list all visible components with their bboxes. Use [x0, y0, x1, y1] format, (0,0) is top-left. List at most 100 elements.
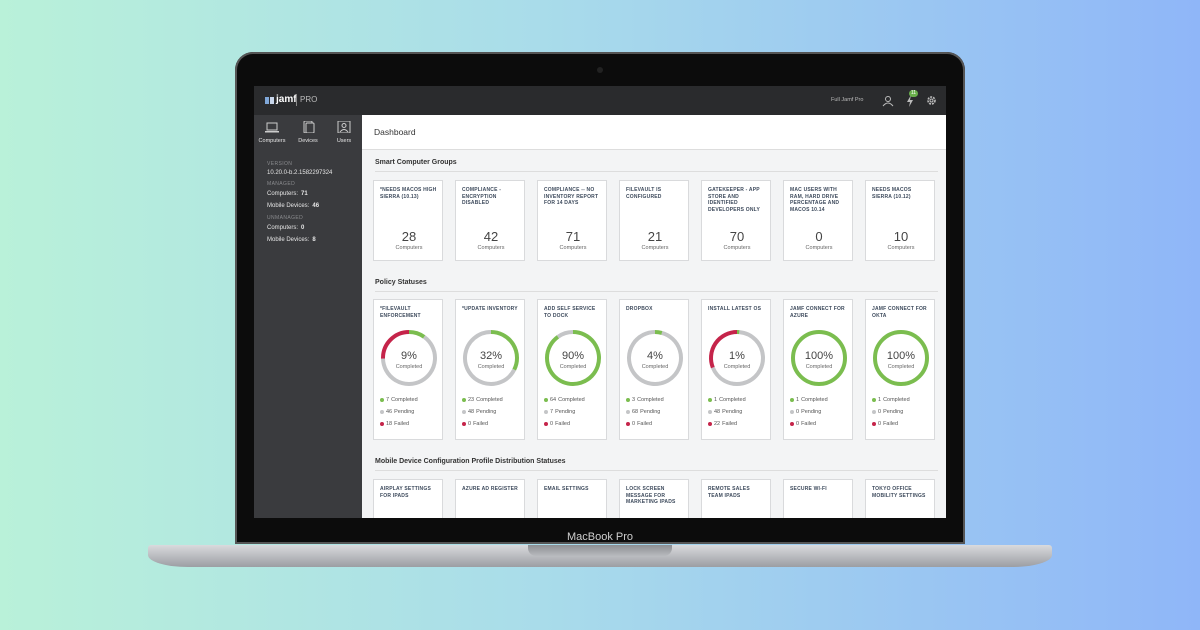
status-count: 1	[796, 397, 800, 403]
nav-item[interactable]: Computers	[258, 138, 286, 144]
card-unit: Computers	[395, 245, 423, 251]
stat-value: 0	[301, 225, 305, 231]
section-divider	[375, 291, 938, 292]
card-title: FILEVAULT IS CONFIGURED	[626, 187, 662, 200]
notifications-icon[interactable]	[905, 95, 915, 107]
account-menu[interactable]: Full Jamf Pro	[831, 97, 864, 103]
group-card[interactable]: COMPLIANCE - ENCRYPTION DISABLED 42 Comput…	[455, 180, 525, 261]
camera	[597, 67, 603, 73]
group-card[interactable]: MAC USERS WITH RAM, HARD DRIVE PERCENTAG…	[783, 180, 853, 261]
status-dot	[708, 409, 712, 414]
sidebar: Computers Devices Users VERSION 10.20.0-b.2.…	[254, 115, 362, 518]
status-row: 64 Completed	[544, 397, 585, 403]
status-count: 22	[714, 421, 721, 427]
card-title: SECURE WI-FI	[790, 486, 827, 492]
status-row: 68 Pending	[626, 409, 660, 415]
status-row: 23 Completed	[462, 397, 503, 403]
status-count: 0	[878, 409, 882, 415]
status-dot	[462, 409, 466, 414]
card-title: REMOTE SALES TEAM IPADS	[708, 486, 750, 499]
top-bar: jamf PRO Full Jamf Pro 11	[254, 86, 946, 115]
profile-card[interactable]: EMAIL SETTINGS	[537, 479, 607, 518]
nav-icon[interactable]	[301, 121, 315, 133]
status-count: 0	[550, 421, 554, 427]
status-dot	[380, 421, 384, 426]
donut	[545, 330, 601, 386]
profile-card[interactable]: LOCK SCREEN MESSAGE FOR MARKETING IPADS	[619, 479, 689, 518]
policy-card[interactable]: INSTALL LATEST OS 1% Completed 1 Completed 48…	[701, 299, 771, 440]
donut-caption: Completed	[477, 364, 505, 370]
status-count: 7	[386, 397, 390, 403]
laptop-notch	[528, 545, 672, 556]
status-row: 7 Completed	[380, 397, 418, 403]
card-count: 42	[483, 229, 499, 244]
donut-caption: Completed	[887, 364, 915, 370]
card-title: AZURE AD REGISTER	[462, 486, 518, 492]
status-dot	[626, 409, 630, 414]
title-bar: Dashboard	[362, 115, 946, 150]
profile-card[interactable]: SECURE WI-FI	[783, 479, 853, 518]
status-count: 48	[468, 409, 475, 415]
status-count: 1	[714, 397, 718, 403]
policy-card[interactable]: *FILEVAULT ENFORCEMENT 9% Completed 7 Comple…	[373, 299, 443, 440]
stat-label: Computers:	[267, 191, 299, 197]
group-card[interactable]: COMPLIANCE -- NO INVENTORY REPORT FOR 14…	[537, 180, 607, 261]
section-divider	[375, 470, 938, 471]
section-heading: Mobile Device Configuration Profile Dist…	[375, 458, 566, 465]
status-row: 0 Failed	[872, 421, 898, 427]
status-row: 48 Pending	[708, 409, 742, 415]
nav-item[interactable]: Devices	[298, 138, 318, 144]
profile-card[interactable]: AZURE AD REGISTER	[455, 479, 525, 518]
status-dot	[708, 397, 712, 402]
profile-card[interactable]: REMOTE SALES TEAM IPADS	[701, 479, 771, 518]
page-title: Dashboard	[374, 127, 416, 137]
status-row: 0 Failed	[626, 421, 652, 427]
main-content: Dashboard Smart Computer Groups *NEEDS MA…	[362, 115, 946, 518]
policy-card[interactable]: *UPDATE INVENTORY 32% Completed 23 Completed…	[455, 299, 525, 440]
card-title: EMAIL SETTINGS	[544, 486, 589, 492]
policy-card[interactable]: JAMF CONNECT FOR AZURE 100% Completed 1 Comp…	[783, 299, 853, 440]
status-label: Completed	[883, 397, 910, 403]
group-card[interactable]: FILEVAULT IS CONFIGURED 21 Computers	[619, 180, 689, 261]
status-dot	[708, 421, 712, 426]
policy-card[interactable]: JAMF CONNECT FOR OKTA 100% Completed 1 Compl…	[865, 299, 935, 440]
profile-card[interactable]: AIRPLAY SETTINGS FOR IPADS	[373, 479, 443, 518]
group-card[interactable]: GATEKEEPER - APP STORE AND IDENTIFIED DE…	[701, 180, 771, 261]
donut-percent: 100%	[804, 350, 834, 362]
nav-icon[interactable]	[265, 121, 279, 133]
policy-card[interactable]: ADD SELF SERVICE TO DOCK 90% Completed 64 Co…	[537, 299, 607, 440]
logo: jamf	[276, 94, 297, 105]
stat-value: 8	[312, 237, 316, 243]
nav-icon[interactable]	[337, 121, 351, 133]
settings-icon[interactable]	[926, 95, 937, 106]
status-dot	[626, 397, 630, 402]
status-label: Completed	[637, 397, 664, 403]
policy-card[interactable]: DROPBOX 4% Completed 3 Completed 68 Pending 0 Fa…	[619, 299, 689, 440]
status-label: Failed	[555, 421, 571, 427]
status-count: 0	[468, 421, 472, 427]
version: 10.20.0-b.2.1582297324	[267, 170, 333, 176]
card-count: 0	[815, 229, 823, 244]
status-label: Pending	[394, 409, 415, 415]
profile-card[interactable]: TOKYO OFFICE MOBILITY SETTINGS	[865, 479, 935, 518]
group-card[interactable]: NEEDS MACOS SIERRA (10.12) 10 Computers	[865, 180, 935, 261]
status-row: 1 Completed	[872, 397, 910, 403]
status-label: Failed	[722, 421, 738, 427]
nav-item[interactable]: Users	[336, 138, 352, 144]
group-card[interactable]: *NEEDS MACOS HIGH SIERRA (10.13) 28 Comput…	[373, 180, 443, 261]
donut-caption: Completed	[395, 364, 423, 370]
screen: jamf PRO Full Jamf Pro 11 Computers Devic…	[254, 86, 946, 518]
status-count: 0	[878, 421, 882, 427]
status-row: 48 Pending	[462, 409, 496, 415]
status-label: Pending	[640, 409, 661, 415]
status-label: Completed	[391, 397, 418, 403]
user-icon[interactable]	[882, 95, 894, 107]
card-count: 70	[729, 229, 745, 244]
stat-row: Computers: 0	[267, 225, 304, 231]
card-unit: Computers	[641, 245, 669, 251]
donut-segment	[381, 335, 437, 386]
status-dot	[626, 421, 630, 426]
status-dot	[790, 421, 794, 426]
donut	[709, 330, 765, 386]
